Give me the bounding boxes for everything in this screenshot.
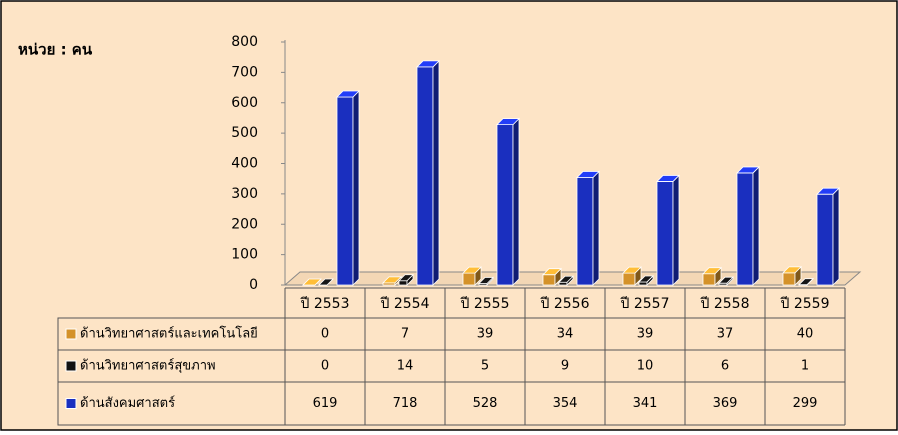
x-tick-label: ปี 2555 (460, 296, 509, 312)
bar-face (817, 194, 833, 285)
bar-face (577, 177, 593, 285)
table-value: 5 (481, 359, 489, 374)
bar (737, 167, 759, 285)
x-tick-label: ปี 2557 (620, 296, 669, 312)
legend-swatch (66, 399, 76, 409)
bar-face (673, 175, 679, 285)
bar-face (753, 167, 759, 285)
table-value: 619 (313, 396, 338, 411)
bar-face (593, 171, 599, 285)
bar-face (543, 275, 555, 285)
bar (817, 188, 839, 285)
table-value: 718 (393, 396, 418, 411)
bar-face (703, 274, 715, 285)
bar-face (657, 181, 673, 285)
legend-swatch (66, 329, 76, 339)
legend-swatch (66, 361, 76, 371)
y-tick-label: 500 (231, 125, 258, 141)
bar-face (513, 119, 519, 285)
bar-face (497, 125, 513, 285)
table-value: 354 (553, 396, 578, 411)
y-tick-label: 300 (231, 186, 258, 202)
table-value: 1 (801, 359, 809, 374)
bar (577, 171, 599, 285)
table-value: 341 (633, 396, 658, 411)
bar-face (559, 282, 567, 285)
table-value: 0 (321, 327, 329, 342)
bar-face (833, 188, 839, 285)
x-tick-label: ปี 2559 (780, 296, 829, 312)
table-value: 528 (473, 396, 498, 411)
x-tick-label: ปี 2556 (540, 296, 590, 312)
table-value: 10 (637, 359, 654, 374)
y-tick-label: 600 (231, 95, 258, 111)
y-tick-label: 0 (249, 277, 258, 293)
chart-title: หน่วย : คน (18, 41, 93, 59)
table-value: 39 (477, 327, 494, 342)
y-tick-label: 100 (231, 247, 258, 263)
table-value: 0 (321, 359, 329, 374)
bar-face (399, 281, 407, 285)
y-tick-label: 800 (231, 34, 258, 50)
legend-label: ด้านวิทยาศาสตร์และเทคโนโลยี (80, 326, 258, 342)
bar-face (783, 273, 795, 285)
table-value: 39 (637, 327, 654, 342)
table-value: 7 (401, 327, 409, 342)
bar-face (433, 61, 439, 285)
bar-face (623, 273, 635, 285)
table-value: 369 (713, 396, 738, 411)
y-tick-label: 400 (231, 156, 258, 172)
bar-face (337, 97, 353, 285)
x-tick-label: ปี 2553 (300, 296, 349, 312)
legend-label: ด้านสังคมศาสตร์ (80, 395, 175, 411)
bar (657, 175, 679, 285)
bar-face (353, 91, 359, 285)
table-value: 34 (557, 327, 574, 342)
y-tick-label: 200 (231, 216, 258, 232)
bar-face (737, 173, 753, 285)
table-value: 40 (797, 327, 814, 342)
table-value: 6 (721, 359, 729, 374)
bar-face (463, 273, 475, 285)
bar (417, 61, 439, 285)
y-tick-label: 700 (231, 64, 258, 80)
x-tick-label: ปี 2558 (700, 296, 749, 312)
legend-label: ด้านวิทยาศาสตร์สุขภาพ (80, 358, 216, 374)
bar-face (417, 67, 433, 285)
bar (337, 91, 359, 285)
table-value: 37 (717, 327, 734, 342)
table-value: 9 (561, 359, 569, 374)
x-tick-label: ปี 2554 (380, 296, 430, 312)
bar (497, 119, 519, 285)
table-value: 14 (397, 359, 414, 374)
table-value: 299 (793, 396, 818, 411)
bar-face (639, 282, 647, 285)
